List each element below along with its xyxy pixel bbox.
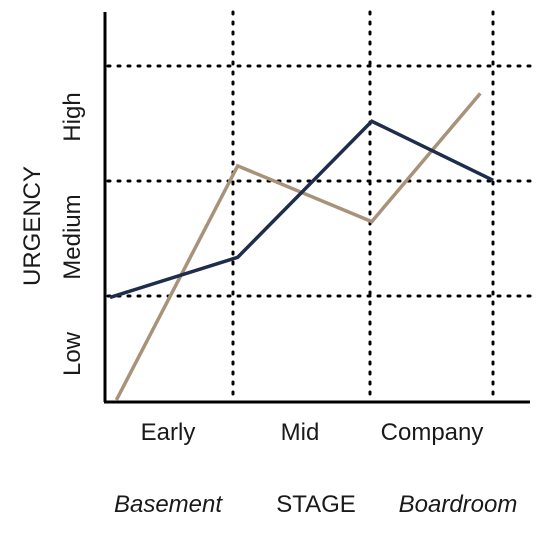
y-tick-labels: Low Medium High xyxy=(59,92,86,376)
x-tick-label: Company xyxy=(381,419,484,446)
legend-label-boardroom: Boardroom xyxy=(399,491,518,518)
y-tick-label: High xyxy=(59,92,86,141)
y-tick-label: Low xyxy=(59,331,86,376)
x-tick-label: Mid xyxy=(281,419,320,446)
series-line-boardroom xyxy=(114,92,482,401)
series-lines xyxy=(109,92,494,401)
x-tick-label: Early xyxy=(141,419,196,446)
x-tick-labels: Early Mid Company xyxy=(141,419,484,446)
grid-lines xyxy=(106,10,532,402)
y-axis-label: URGENCY xyxy=(19,166,46,286)
y-tick-label: Medium xyxy=(59,194,86,279)
axes xyxy=(103,12,530,404)
series-line-basement xyxy=(109,119,494,300)
x-axis-label: STAGE xyxy=(276,491,356,518)
legend-label-basement: Basement xyxy=(114,491,223,518)
